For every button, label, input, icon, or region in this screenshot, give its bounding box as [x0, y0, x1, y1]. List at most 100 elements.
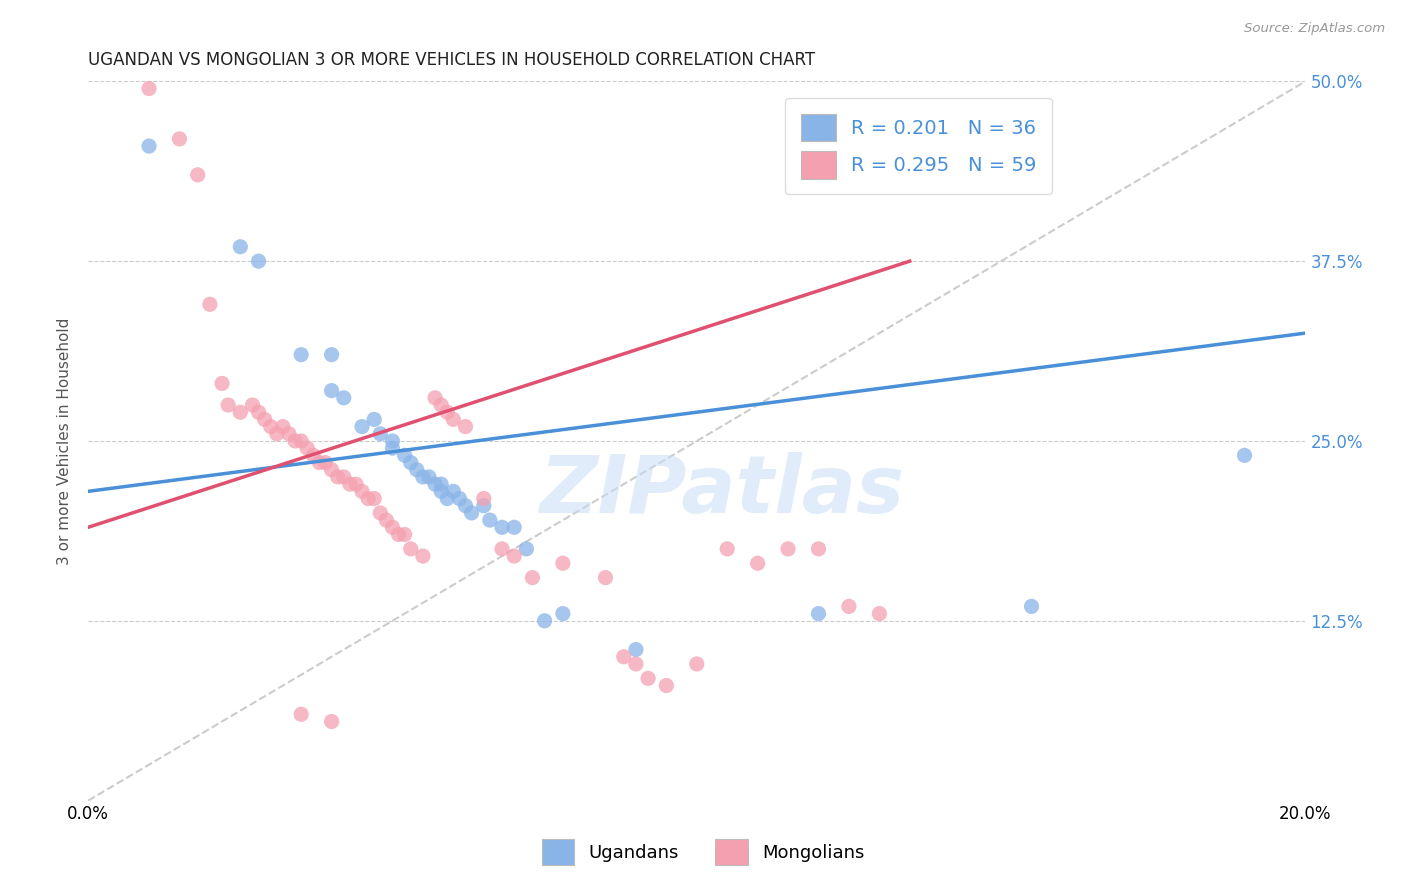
Point [350, 419, 373, 434]
Point [260, 419, 283, 434]
Point [655, 679, 678, 693]
Point [321, 463, 343, 477]
Point [253, 412, 276, 426]
Point [522, 571, 544, 585]
Point [229, 240, 252, 254]
Point [1233, 449, 1256, 463]
Point [394, 527, 416, 541]
Point [472, 499, 495, 513]
Point [430, 477, 453, 491]
Point [368, 506, 391, 520]
Point [778, 541, 800, 556]
Point [315, 456, 337, 470]
Point [217, 398, 239, 412]
Point [430, 398, 453, 412]
Point [169, 132, 191, 146]
Point [441, 484, 464, 499]
Point [229, 405, 252, 419]
Point [297, 441, 319, 455]
Point [138, 81, 160, 95]
Point [321, 714, 343, 729]
Point [449, 491, 471, 506]
Point [187, 168, 209, 182]
Point [290, 434, 312, 448]
Point [387, 527, 409, 541]
Point [242, 398, 264, 412]
Point [515, 541, 537, 556]
Point [412, 470, 434, 484]
Point [339, 477, 361, 491]
Point [868, 607, 890, 621]
Point [478, 513, 501, 527]
Point [1021, 599, 1043, 614]
Point [363, 412, 385, 426]
Legend: R = 0.201   N = 36, R = 0.295   N = 59: R = 0.201 N = 36, R = 0.295 N = 59 [785, 98, 1052, 194]
Point [637, 671, 659, 685]
Point [503, 520, 526, 534]
Point [368, 426, 391, 441]
Point [412, 549, 434, 563]
Point [333, 391, 356, 405]
Legend: Ugandans, Mongolians: Ugandans, Mongolians [534, 832, 872, 872]
Point [381, 441, 404, 455]
Point [198, 297, 221, 311]
Point [838, 599, 860, 614]
Point [405, 463, 427, 477]
Point [807, 607, 830, 621]
Point [302, 449, 325, 463]
Point [284, 434, 307, 448]
Point [271, 419, 294, 434]
Point [344, 477, 367, 491]
Point [747, 556, 769, 570]
Point [454, 499, 477, 513]
Point [491, 520, 513, 534]
Point [436, 491, 458, 506]
Point [211, 376, 233, 391]
Point [491, 541, 513, 556]
Point [290, 707, 312, 722]
Point [441, 412, 464, 426]
Point [321, 384, 343, 398]
Point [375, 513, 398, 527]
Point [807, 541, 830, 556]
Point [454, 419, 477, 434]
Point [333, 470, 356, 484]
Point [381, 434, 404, 448]
Text: UGANDAN VS MONGOLIAN 3 OR MORE VEHICLES IN HOUSEHOLD CORRELATION CHART: UGANDAN VS MONGOLIAN 3 OR MORE VEHICLES … [89, 51, 815, 69]
Point [624, 642, 647, 657]
Point [686, 657, 709, 671]
Point [266, 426, 288, 441]
Point [423, 391, 446, 405]
Point [321, 348, 343, 362]
Point [308, 456, 330, 470]
Point [381, 520, 404, 534]
Point [394, 449, 416, 463]
Point [399, 456, 422, 470]
Text: ZIPatlas: ZIPatlas [538, 452, 904, 531]
Point [533, 614, 555, 628]
Point [418, 470, 440, 484]
Point [551, 607, 574, 621]
Point [326, 470, 349, 484]
Point [503, 549, 526, 563]
Point [290, 348, 312, 362]
Point [363, 491, 385, 506]
Point [350, 484, 373, 499]
Point [595, 571, 617, 585]
Point [247, 405, 270, 419]
Point [423, 477, 446, 491]
Point [399, 541, 422, 556]
Point [278, 426, 301, 441]
Point [436, 405, 458, 419]
Point [551, 556, 574, 570]
Point [138, 139, 160, 153]
Point [613, 649, 636, 664]
Point [472, 491, 495, 506]
Point [624, 657, 647, 671]
Point [460, 506, 482, 520]
Y-axis label: 3 or more Vehicles in Household: 3 or more Vehicles in Household [58, 318, 72, 565]
Point [716, 541, 738, 556]
Text: Source: ZipAtlas.com: Source: ZipAtlas.com [1244, 22, 1385, 36]
Point [357, 491, 380, 506]
Point [430, 484, 453, 499]
